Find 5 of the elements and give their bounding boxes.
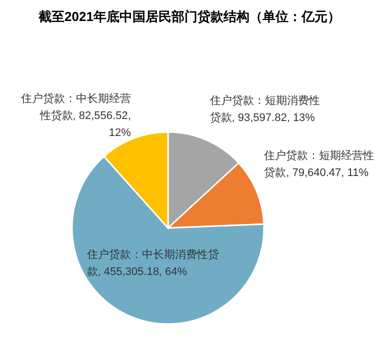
chart-title: 截至2021年底中国居民部门贷款结构（单位：亿元） xyxy=(38,8,342,26)
slice-label: 住户贷款：中长期消费性贷款, 455,305.18, 64% xyxy=(86,248,220,280)
slice-label: 住户贷款：短期经营性贷款, 79,640.47, 11% xyxy=(264,148,376,182)
slice-label: 住户贷款：短期消费性贷款, 93,597.82, 13% xyxy=(210,94,321,126)
slice-label: 住户贷款：中长期经营性贷款, 82,556.52, 12% xyxy=(20,92,131,141)
